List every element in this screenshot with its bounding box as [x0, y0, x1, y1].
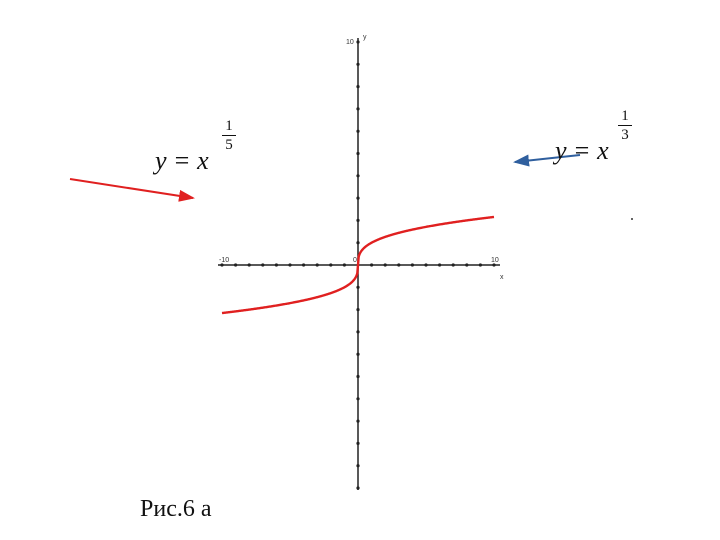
y-tick-mark	[356, 441, 360, 445]
y-tick-mark	[356, 218, 360, 222]
y-tick-mark	[356, 85, 360, 89]
x-tick-mark	[329, 263, 333, 267]
y-tick-mark	[356, 308, 360, 312]
x-tick-mark	[288, 263, 292, 267]
y-tick-mark	[356, 464, 360, 468]
x-tick-mark	[438, 263, 442, 267]
x-tick-label: 0	[353, 257, 357, 264]
y-tick-mark	[356, 129, 360, 133]
x-tick-mark	[478, 263, 482, 267]
y-tick-mark	[356, 330, 360, 334]
figure-caption: Рис.6 а	[140, 496, 212, 522]
x-axis-label: x	[500, 274, 504, 281]
y-tick-mark	[356, 174, 360, 178]
x-tick-mark	[424, 263, 428, 267]
y-tick-mark	[356, 40, 360, 44]
x-tick-mark	[410, 263, 414, 267]
y-tick-mark	[356, 62, 360, 66]
cube-root-exp-den: 3	[621, 127, 629, 143]
formula-cube-root: y = x	[555, 136, 609, 166]
x-tick-mark	[492, 263, 496, 267]
x-tick-mark	[465, 263, 469, 267]
formula-cube-root-lhs: y = x	[555, 136, 609, 165]
x-tick-mark	[315, 263, 319, 267]
x-tick-label: 10	[491, 257, 499, 264]
y-tick-mark	[356, 486, 360, 490]
y-tick-mark	[356, 397, 360, 401]
y-tick-mark	[356, 285, 360, 289]
x-tick-mark	[451, 263, 455, 267]
formula-fifth-root-exponent: 1 5	[222, 118, 236, 153]
x-tick-mark	[370, 263, 374, 267]
y-tick-mark	[356, 374, 360, 379]
y-tick-mark	[356, 151, 360, 156]
formula-fifth-root: y = x	[155, 146, 209, 176]
fifth-root-exp-bar	[222, 135, 236, 136]
blue-pointer-arrow	[513, 154, 581, 167]
y-tick-mark	[356, 241, 360, 245]
stray-dot	[631, 218, 633, 220]
y-tick-mark	[356, 419, 360, 423]
y-axis-label: y	[363, 34, 367, 41]
y-tick-mark	[356, 107, 360, 111]
cube-root-exp-num: 1	[621, 108, 629, 124]
red-pointer-arrow	[69, 178, 195, 202]
fifth-root-exp-num: 1	[225, 118, 233, 134]
x-tick-mark	[274, 263, 278, 267]
series-line-0	[221, 215, 495, 315]
x-tick-mark	[302, 263, 306, 267]
y-tick-mark	[356, 196, 360, 200]
x-tick-mark	[220, 263, 224, 267]
formula-fifth-root-lhs: y = x	[155, 146, 209, 175]
x-tick-mark	[234, 263, 238, 267]
x-tick-mark	[247, 263, 251, 267]
fifth-root-exp-den: 5	[225, 137, 233, 153]
formula-cube-root-exponent: 1 3	[618, 108, 632, 143]
x-tick-mark	[342, 263, 346, 267]
x-tick-label: -10	[219, 257, 229, 264]
y-tick-label: 10	[346, 39, 354, 46]
cube-root-exp-bar	[618, 125, 632, 126]
x-tick-mark	[383, 263, 387, 267]
x-tick-mark	[261, 263, 265, 267]
x-tick-mark	[397, 263, 401, 267]
y-tick-mark	[356, 352, 360, 356]
